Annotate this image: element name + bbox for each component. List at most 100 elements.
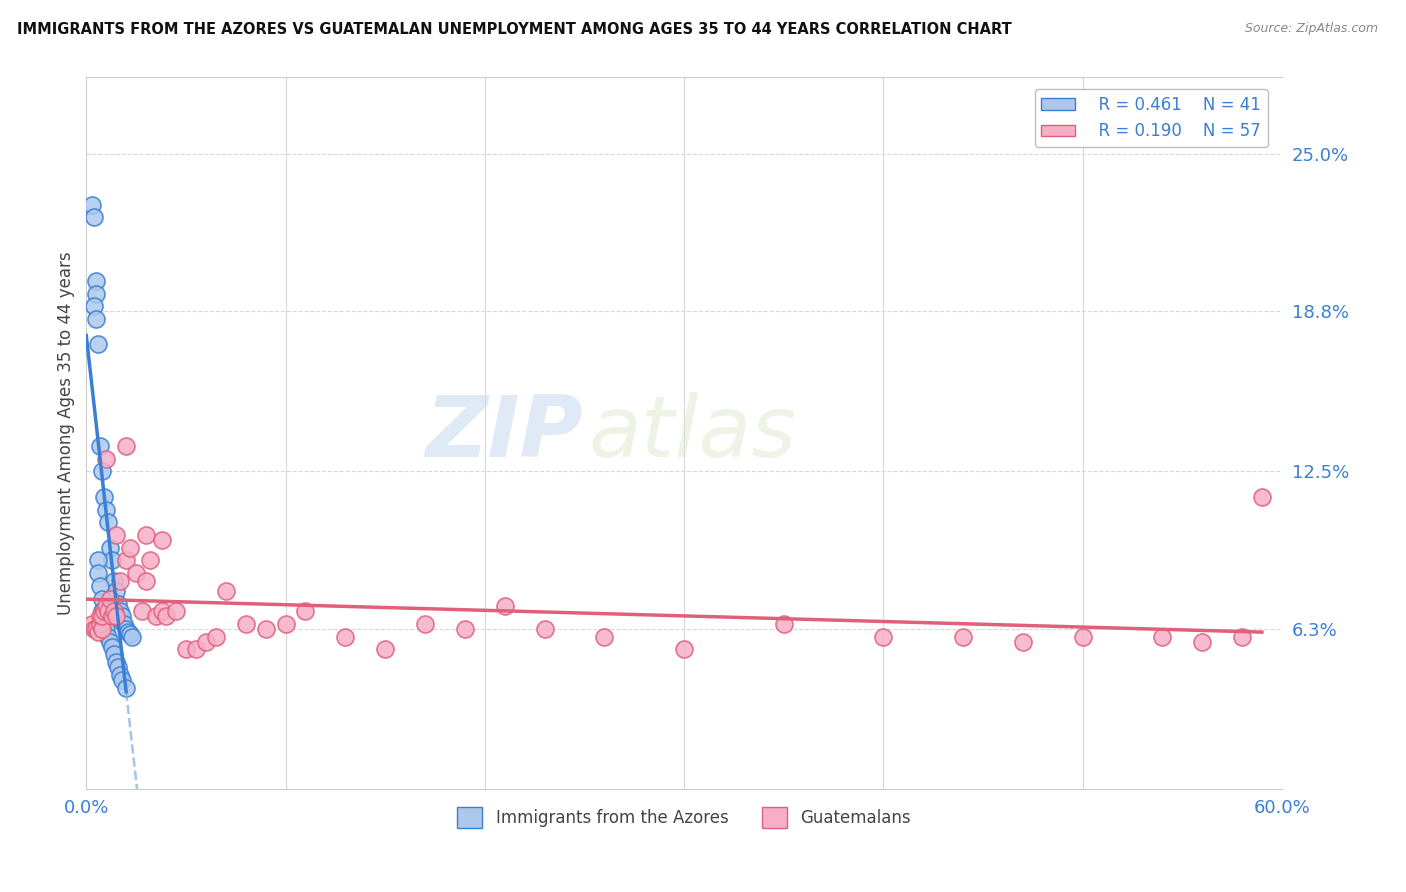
Point xyxy=(165,604,187,618)
Point xyxy=(91,604,114,618)
Point xyxy=(494,599,516,614)
Point xyxy=(84,286,107,301)
Point xyxy=(772,617,794,632)
Point xyxy=(120,627,142,641)
Point xyxy=(533,622,555,636)
Point xyxy=(87,553,110,567)
Point xyxy=(1191,634,1213,648)
Point xyxy=(97,604,120,618)
Point xyxy=(89,609,111,624)
Point xyxy=(87,566,110,581)
Point xyxy=(105,655,128,669)
Point xyxy=(135,528,157,542)
Point xyxy=(101,640,124,654)
Point xyxy=(101,553,124,567)
Point xyxy=(335,630,357,644)
Point xyxy=(174,642,197,657)
Point xyxy=(103,604,125,618)
Point xyxy=(107,597,129,611)
Point xyxy=(96,617,118,632)
Point xyxy=(254,622,277,636)
Point xyxy=(107,660,129,674)
Point xyxy=(83,622,105,636)
Point xyxy=(89,617,111,632)
Point xyxy=(274,617,297,632)
Point xyxy=(93,490,115,504)
Y-axis label: Unemployment Among Ages 35 to 44 years: Unemployment Among Ages 35 to 44 years xyxy=(58,252,75,615)
Point xyxy=(98,591,121,606)
Point xyxy=(111,673,134,687)
Point xyxy=(108,574,131,588)
Point xyxy=(150,533,173,547)
Point xyxy=(1152,630,1174,644)
Point xyxy=(91,609,114,624)
Text: ZIP: ZIP xyxy=(425,392,582,475)
Point xyxy=(91,465,114,479)
Point xyxy=(115,553,138,567)
Point xyxy=(145,609,167,624)
Point xyxy=(131,604,153,618)
Point xyxy=(117,624,139,639)
Point xyxy=(115,622,138,636)
Point xyxy=(215,583,238,598)
Point xyxy=(83,211,105,225)
Point xyxy=(105,609,128,624)
Point xyxy=(82,617,104,632)
Point xyxy=(89,579,111,593)
Point xyxy=(98,541,121,555)
Point xyxy=(83,299,105,313)
Point xyxy=(120,541,142,555)
Point xyxy=(1251,490,1274,504)
Point xyxy=(952,630,974,644)
Point xyxy=(184,642,207,657)
Point xyxy=(97,630,120,644)
Point xyxy=(97,516,120,530)
Point xyxy=(673,642,696,657)
Legend: Immigrants from the Azores, Guatemalans: Immigrants from the Azores, Guatemalans xyxy=(451,801,918,834)
Point xyxy=(294,604,316,618)
Point xyxy=(454,622,477,636)
Point xyxy=(84,274,107,288)
Point xyxy=(87,337,110,351)
Point xyxy=(82,197,104,211)
Point xyxy=(84,312,107,326)
Point xyxy=(103,648,125,662)
Text: Source: ZipAtlas.com: Source: ZipAtlas.com xyxy=(1244,22,1378,36)
Point xyxy=(96,502,118,516)
Point xyxy=(89,439,111,453)
Point xyxy=(103,574,125,588)
Point xyxy=(91,591,114,606)
Point xyxy=(194,634,217,648)
Point xyxy=(1230,630,1253,644)
Point xyxy=(374,642,396,657)
Point xyxy=(593,630,616,644)
Point xyxy=(87,624,110,639)
Point xyxy=(125,566,148,581)
Point xyxy=(96,451,118,466)
Point xyxy=(96,622,118,636)
Point xyxy=(105,583,128,598)
Point xyxy=(98,634,121,648)
Point xyxy=(235,617,257,632)
Point xyxy=(115,439,138,453)
Point xyxy=(93,604,115,618)
Point xyxy=(108,668,131,682)
Point xyxy=(872,630,894,644)
Point xyxy=(1011,634,1033,648)
Point xyxy=(111,609,134,624)
Text: IMMIGRANTS FROM THE AZORES VS GUATEMALAN UNEMPLOYMENT AMONG AGES 35 TO 44 YEARS : IMMIGRANTS FROM THE AZORES VS GUATEMALAN… xyxy=(17,22,1012,37)
Point xyxy=(204,630,226,644)
Point xyxy=(91,622,114,636)
Point xyxy=(93,609,115,624)
Point xyxy=(96,599,118,614)
Text: atlas: atlas xyxy=(589,392,796,475)
Point xyxy=(112,617,135,632)
Point xyxy=(84,622,107,636)
Point xyxy=(135,574,157,588)
Point xyxy=(108,604,131,618)
Point xyxy=(155,609,177,624)
Point xyxy=(115,681,138,695)
Point xyxy=(105,528,128,542)
Point xyxy=(150,604,173,618)
Point xyxy=(121,630,143,644)
